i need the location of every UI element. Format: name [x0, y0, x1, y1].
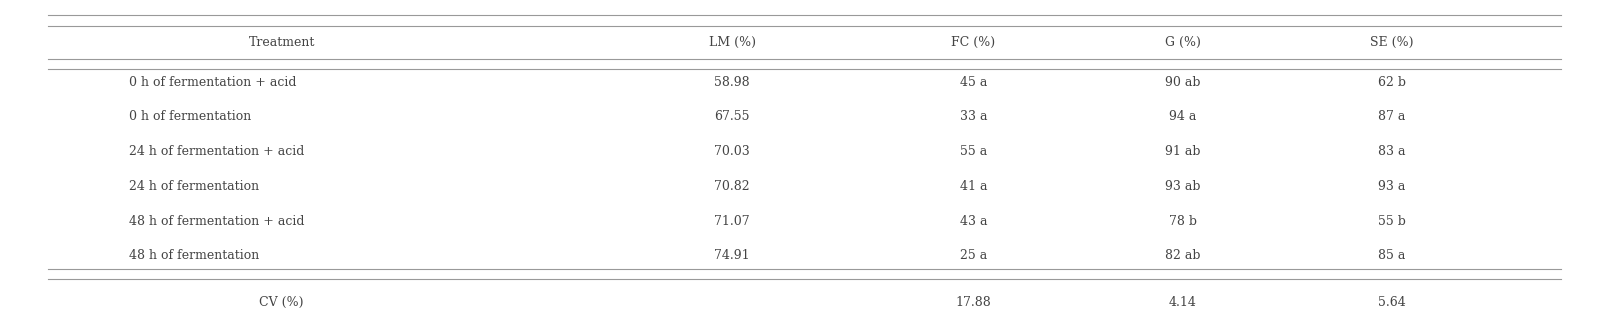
- Text: FC (%): FC (%): [951, 36, 996, 49]
- Text: 83 a: 83 a: [1377, 145, 1406, 158]
- Text: 24 h of fermentation: 24 h of fermentation: [129, 180, 259, 193]
- Text: Treatment: Treatment: [248, 36, 315, 49]
- Text: 45 a: 45 a: [959, 76, 988, 89]
- Text: 5.64: 5.64: [1377, 296, 1406, 309]
- Text: G (%): G (%): [1165, 36, 1200, 49]
- Text: 58.98: 58.98: [714, 76, 750, 89]
- Text: 0 h of fermentation: 0 h of fermentation: [129, 111, 251, 124]
- Text: 90 ab: 90 ab: [1165, 76, 1200, 89]
- Text: 55 a: 55 a: [961, 145, 986, 158]
- Text: 17.88: 17.88: [956, 296, 991, 309]
- Text: 48 h of fermentation: 48 h of fermentation: [129, 249, 259, 262]
- Text: 94 a: 94 a: [1168, 111, 1197, 124]
- Text: 71.07: 71.07: [714, 215, 750, 228]
- Text: 24 h of fermentation + acid: 24 h of fermentation + acid: [129, 145, 304, 158]
- Text: 41 a: 41 a: [959, 180, 988, 193]
- Text: 78 b: 78 b: [1168, 215, 1197, 228]
- Text: 67.55: 67.55: [714, 111, 750, 124]
- Text: LM (%): LM (%): [708, 36, 756, 49]
- Text: 70.82: 70.82: [714, 180, 750, 193]
- Text: 25 a: 25 a: [961, 249, 986, 262]
- Text: 0 h of fermentation + acid: 0 h of fermentation + acid: [129, 76, 296, 89]
- Text: 74.91: 74.91: [714, 249, 750, 262]
- Text: 43 a: 43 a: [959, 215, 988, 228]
- Text: 33 a: 33 a: [959, 111, 988, 124]
- Text: 4.14: 4.14: [1168, 296, 1197, 309]
- Text: 82 ab: 82 ab: [1165, 249, 1200, 262]
- Text: 87 a: 87 a: [1377, 111, 1406, 124]
- Text: 55 b: 55 b: [1377, 215, 1406, 228]
- Text: 93 a: 93 a: [1377, 180, 1406, 193]
- Text: 91 ab: 91 ab: [1165, 145, 1200, 158]
- Text: 48 h of fermentation + acid: 48 h of fermentation + acid: [129, 215, 304, 228]
- Text: SE (%): SE (%): [1369, 36, 1414, 49]
- Text: 62 b: 62 b: [1377, 76, 1406, 89]
- Text: 85 a: 85 a: [1377, 249, 1406, 262]
- Text: 93 ab: 93 ab: [1165, 180, 1200, 193]
- Text: 70.03: 70.03: [714, 145, 750, 158]
- Text: CV (%): CV (%): [259, 296, 304, 309]
